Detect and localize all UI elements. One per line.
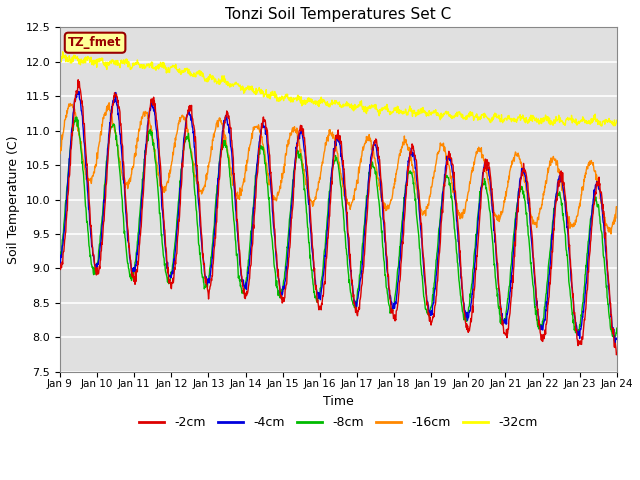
Y-axis label: Soil Temperature (C): Soil Temperature (C) <box>7 135 20 264</box>
Legend: -2cm, -4cm, -8cm, -16cm, -32cm: -2cm, -4cm, -8cm, -16cm, -32cm <box>134 411 543 434</box>
Title: Tonzi Soil Temperatures Set C: Tonzi Soil Temperatures Set C <box>225 7 451 22</box>
X-axis label: Time: Time <box>323 395 354 408</box>
Text: TZ_fmet: TZ_fmet <box>68 36 122 49</box>
